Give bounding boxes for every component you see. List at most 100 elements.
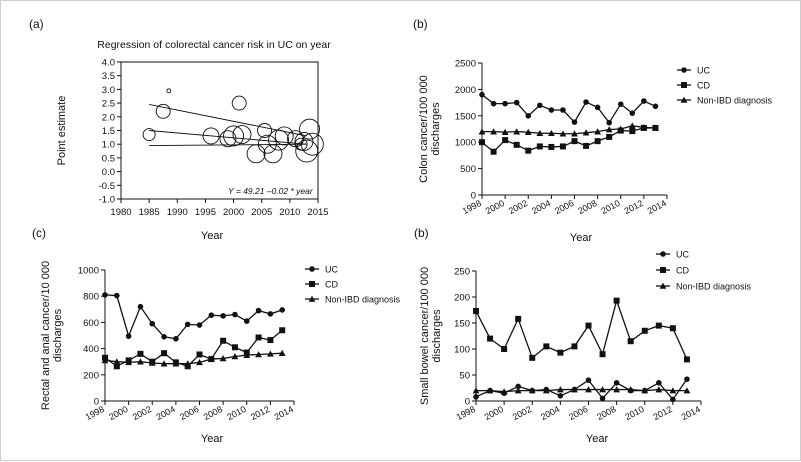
series-cd-point	[543, 343, 550, 350]
x-tick-label: 1990	[167, 207, 188, 218]
regression-equation: Y = 49.21 –0.02 * year	[228, 186, 314, 196]
x-tick-label: 2008	[576, 198, 598, 216]
series-cd-point	[627, 338, 634, 345]
estimate-bubble	[142, 128, 156, 142]
y-tick-label: 250	[454, 267, 470, 278]
x-tick-label: 2010	[599, 198, 621, 216]
estimate-bubble	[231, 95, 247, 111]
series-uc-point	[525, 113, 532, 119]
estimate-bubble	[300, 132, 324, 156]
y-tick-label: 1.5	[102, 126, 115, 137]
y-tick-label: 2.5	[102, 99, 115, 110]
series-non-ibd-point	[528, 387, 536, 394]
legend-label-cd: CD	[676, 266, 689, 276]
series-uc-point	[641, 98, 647, 104]
series-uc-point	[173, 335, 179, 342]
series-non-ibd-point	[219, 355, 227, 362]
legend-marker-uc	[660, 251, 666, 257]
series-non-ibd-point	[472, 387, 480, 394]
legend-label-non-ibd: Non-IBD diagnosis	[325, 295, 401, 305]
y-tick-label: 100	[454, 345, 470, 356]
series-non-ibd-point	[231, 353, 239, 360]
series-non-ibd-point	[501, 128, 509, 135]
series-cd-point	[669, 325, 676, 332]
y-tick-label: 0	[94, 397, 99, 408]
x-tick-label: 2002	[507, 198, 529, 216]
series-cd-point	[683, 356, 690, 363]
estimate-bubble	[219, 130, 237, 148]
series-cd-point	[606, 133, 613, 140]
x-tick-label: 2006	[567, 404, 589, 422]
series-uc-point	[102, 292, 108, 298]
series-non-ibd-point	[486, 387, 494, 394]
series-non-ibd-point	[640, 124, 648, 131]
series-cd-point	[536, 143, 543, 150]
y-tick-label: 800	[83, 292, 99, 303]
series-uc-point	[196, 322, 203, 328]
series-non-ibd-point	[594, 128, 602, 135]
series-non-ibd-point	[536, 129, 544, 137]
y-tick-label: 150	[454, 319, 470, 330]
series-uc-point	[652, 103, 659, 110]
series-cd-line	[481, 127, 656, 153]
series-cd-point	[279, 327, 286, 334]
series-non-ibd-point	[113, 358, 121, 365]
legend-label-uc: UC	[697, 66, 710, 76]
series-non-ibd-point	[617, 125, 625, 132]
x-tick-label: 2006	[178, 404, 200, 422]
series-non-ibd-point	[542, 387, 550, 394]
ci-upper-line	[149, 104, 307, 137]
series-uc-point	[184, 321, 191, 328]
x-tick-label: 1995	[195, 207, 216, 218]
chart-title: Regression of colorectal cancer risk in …	[97, 39, 331, 51]
series-cd-point	[548, 143, 555, 150]
series-uc-point	[490, 100, 497, 107]
x-tick-label: 2008	[595, 404, 617, 422]
x-tick-label: 1998	[461, 198, 483, 216]
x-tick-label: 2005	[251, 207, 272, 218]
y-tick-label: 1000	[455, 138, 476, 149]
estimate-bubble	[223, 125, 245, 147]
series-uc-point	[656, 380, 662, 386]
series-uc-point	[613, 380, 620, 386]
x-axis-label: Year	[570, 232, 593, 244]
series-uc-point	[629, 110, 636, 116]
y-tick-label: 0.0	[102, 167, 115, 178]
series-non-ibd-point	[255, 351, 262, 358]
series-non-ibd-point	[490, 128, 497, 135]
y-axis-label: discharges	[52, 308, 64, 362]
legend-label-uc: UC	[325, 265, 338, 275]
series-non-ibd-point	[683, 387, 691, 394]
series-non-ibd-point	[207, 355, 215, 362]
x-tick-label: 2014	[680, 404, 702, 422]
series-non-ibd-point	[184, 360, 192, 367]
x-tick-label: 2014	[646, 198, 668, 216]
estimate-bubble	[166, 88, 172, 94]
y-tick-label: 400	[83, 344, 99, 355]
series-uc-point	[137, 303, 144, 310]
panel-d-label: (b)	[414, 226, 429, 240]
series-uc-point	[515, 383, 521, 390]
series-uc-point	[149, 320, 156, 327]
series-uc-point	[585, 377, 592, 384]
series-cd-point	[571, 138, 578, 145]
y-tick-label: -1.0	[99, 195, 115, 206]
series-cd-point	[267, 337, 274, 344]
series-uc-line	[104, 294, 283, 340]
panel-a-label: (a)	[29, 17, 44, 31]
series-non-ibd-point	[571, 386, 578, 393]
estimate-bubble	[268, 129, 290, 151]
series-cd-point	[196, 351, 203, 358]
legend-marker-uc	[681, 67, 687, 73]
series-non-ibd-point	[605, 126, 613, 133]
series-cd-point	[487, 335, 494, 342]
series-non-ibd-point	[547, 129, 555, 137]
series-cd-point	[473, 308, 479, 315]
series-non-ibd-point	[652, 124, 659, 131]
y-tick-label: 1.0	[102, 140, 115, 151]
series-non-ibd-point	[628, 122, 636, 129]
series-non-ibd-point	[599, 386, 606, 393]
estimate-bubble	[295, 139, 319, 163]
series-uc-point	[114, 292, 120, 299]
